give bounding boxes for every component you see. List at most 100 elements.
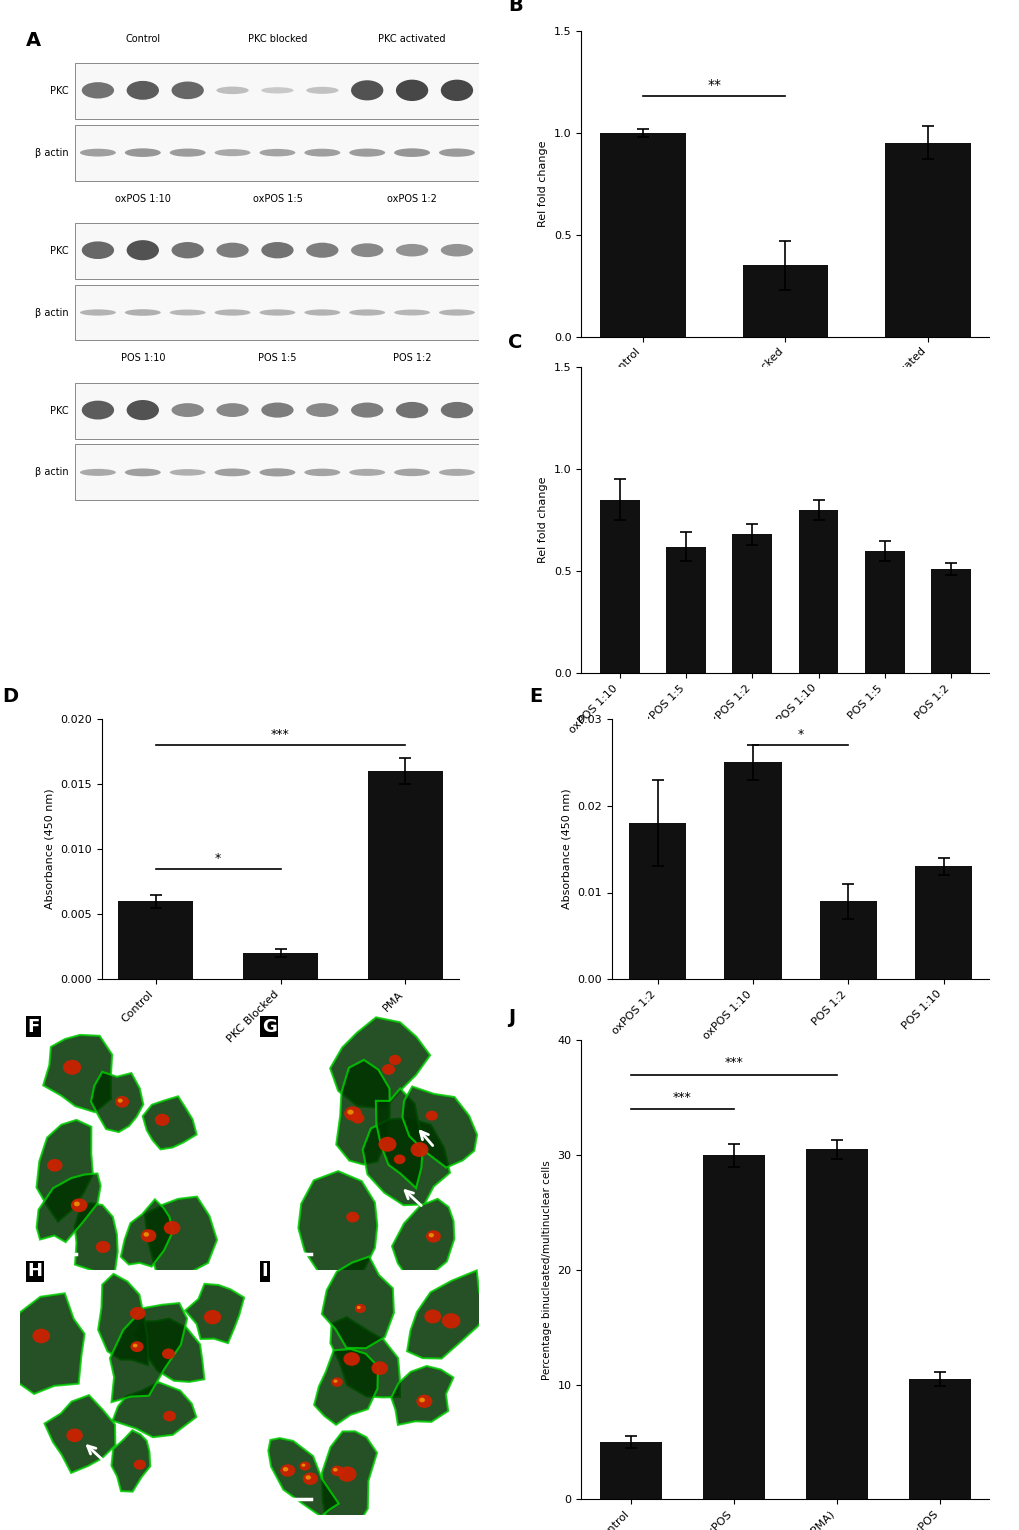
Ellipse shape (337, 1466, 357, 1481)
Bar (723, 762, 781, 979)
Ellipse shape (216, 87, 249, 95)
Ellipse shape (79, 148, 116, 156)
Y-axis label: Percentage binucleated/multinuclear cells: Percentage binucleated/multinuclear cell… (541, 1160, 551, 1380)
Polygon shape (336, 1060, 389, 1164)
Ellipse shape (124, 468, 161, 476)
Ellipse shape (162, 1348, 175, 1359)
Ellipse shape (129, 1307, 146, 1320)
Polygon shape (111, 1431, 150, 1492)
Text: PKC blocked: PKC blocked (248, 34, 307, 44)
Ellipse shape (163, 1411, 176, 1421)
Ellipse shape (306, 87, 338, 93)
Polygon shape (110, 1304, 186, 1401)
Polygon shape (268, 1438, 338, 1516)
Ellipse shape (357, 1307, 361, 1310)
Ellipse shape (343, 1353, 360, 1366)
Ellipse shape (171, 404, 204, 418)
Ellipse shape (141, 1229, 156, 1242)
Bar (629, 823, 686, 979)
Polygon shape (314, 1349, 378, 1424)
Ellipse shape (96, 1241, 110, 1253)
Ellipse shape (71, 1198, 88, 1212)
Ellipse shape (371, 1362, 387, 1375)
Ellipse shape (304, 468, 340, 476)
Ellipse shape (216, 404, 249, 418)
Text: POS 1:5: POS 1:5 (258, 353, 297, 364)
Polygon shape (330, 1017, 430, 1108)
Ellipse shape (343, 1106, 362, 1121)
Polygon shape (91, 1073, 143, 1132)
Polygon shape (74, 1203, 117, 1273)
Ellipse shape (304, 148, 340, 156)
Polygon shape (112, 1382, 196, 1437)
Bar (805, 1149, 867, 1499)
Polygon shape (322, 1256, 393, 1348)
Ellipse shape (82, 83, 114, 98)
Bar (864, 551, 904, 673)
Ellipse shape (300, 1461, 310, 1470)
Ellipse shape (115, 1095, 129, 1108)
Ellipse shape (428, 1233, 433, 1238)
Text: β actin: β actin (35, 467, 68, 477)
Polygon shape (185, 1284, 244, 1343)
Ellipse shape (280, 1464, 294, 1476)
Polygon shape (403, 1086, 477, 1167)
Ellipse shape (261, 402, 293, 418)
Bar (702, 1155, 764, 1499)
Text: ***: *** (271, 728, 289, 741)
Polygon shape (143, 1097, 197, 1149)
Ellipse shape (440, 243, 473, 257)
Text: 20 μm: 20 μm (32, 1499, 64, 1510)
Ellipse shape (33, 1328, 50, 1343)
Text: oxPOS 1:10: oxPOS 1:10 (115, 194, 170, 203)
Ellipse shape (393, 1155, 406, 1164)
Polygon shape (45, 1395, 115, 1473)
Ellipse shape (348, 148, 385, 156)
Ellipse shape (345, 1212, 359, 1222)
Bar (908, 1379, 970, 1499)
Ellipse shape (124, 309, 161, 315)
Ellipse shape (425, 1111, 437, 1120)
Bar (75, 64, 479, 119)
Ellipse shape (441, 1313, 460, 1328)
Ellipse shape (214, 309, 251, 315)
Ellipse shape (333, 1467, 337, 1472)
Ellipse shape (410, 1143, 428, 1157)
Polygon shape (299, 1170, 377, 1278)
Text: POS 1:10: POS 1:10 (120, 353, 165, 364)
Ellipse shape (351, 243, 383, 257)
Ellipse shape (169, 148, 206, 156)
Ellipse shape (348, 309, 385, 315)
Polygon shape (330, 1317, 399, 1397)
Ellipse shape (426, 1230, 440, 1242)
Ellipse shape (351, 80, 383, 101)
Polygon shape (363, 1118, 449, 1206)
Ellipse shape (144, 1232, 149, 1236)
Text: PKC: PKC (50, 87, 68, 96)
Ellipse shape (419, 1398, 425, 1403)
Polygon shape (98, 1274, 148, 1365)
Text: E: E (529, 687, 542, 707)
Ellipse shape (395, 80, 428, 101)
Bar (742, 265, 827, 337)
Text: H: H (28, 1262, 42, 1281)
Ellipse shape (155, 1114, 169, 1126)
Ellipse shape (438, 148, 475, 156)
Text: 20 μm: 20 μm (266, 1499, 299, 1510)
Ellipse shape (382, 1063, 394, 1074)
Ellipse shape (47, 1158, 62, 1172)
Bar (819, 901, 876, 979)
Ellipse shape (393, 148, 430, 158)
Text: 20 μm: 20 μm (266, 1255, 299, 1265)
Ellipse shape (438, 468, 475, 476)
Text: G: G (262, 1017, 276, 1036)
Ellipse shape (424, 1310, 441, 1323)
Ellipse shape (133, 1460, 146, 1470)
Polygon shape (322, 1432, 377, 1530)
Bar (75, 223, 479, 280)
Polygon shape (391, 1200, 453, 1287)
Ellipse shape (355, 1304, 366, 1313)
Ellipse shape (171, 242, 204, 259)
Ellipse shape (438, 309, 475, 315)
Bar (665, 546, 705, 673)
